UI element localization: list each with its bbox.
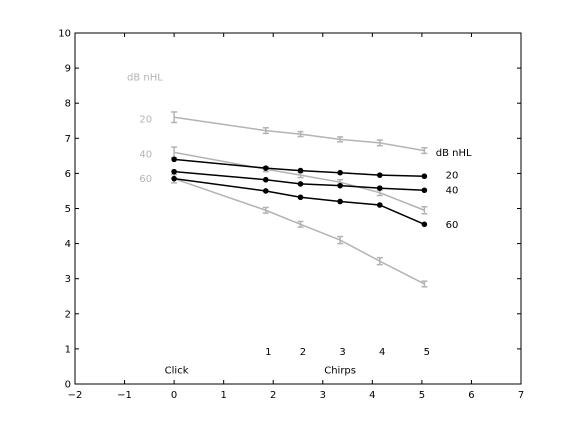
data-point [421,221,428,228]
data-point [376,172,383,178]
series-line [174,177,425,225]
y-tick-label: 1 [65,344,71,355]
y-tick-label: 0 [65,380,71,391]
x-tick-label: 2 [270,390,276,401]
data-point [171,175,177,182]
series-gray-20 [171,111,428,155]
y-tick-label: 2 [65,309,71,320]
data-point [262,165,269,171]
x-tick-label: −2 [68,390,83,401]
annotation-label: 1 [265,347,271,358]
y-tick-label: 8 [65,99,71,110]
annotation-label: 3 [339,347,345,358]
annotation-label: 40 [139,150,152,161]
annotation-label: 60 [139,174,152,185]
series-line [174,170,425,191]
y-tick-label: 9 [65,64,71,75]
annotation-label: dB nHL [436,148,472,159]
x-tick-label: 0 [171,390,177,401]
x-tick-label: 7 [518,390,524,401]
annotation-label: 20 [139,114,152,125]
series-layer [171,111,428,288]
axes: −2 −1 0 1 2 3 4 5 6 7 0 1 2 3 4 5 6 7 8 9 10 [58,29,524,402]
x-tick-label: −1 [117,390,132,401]
data-point [171,156,177,163]
x-tick-label: 5 [419,390,425,401]
y-tick-label: 6 [65,169,71,180]
data-point [421,173,428,180]
data-point [171,168,177,175]
data-point [262,188,269,194]
annotation-label: dB nHL [127,72,163,83]
y-tick-label: 5 [65,204,71,215]
data-point [421,187,428,194]
data-point [297,167,304,174]
data-point [262,176,269,183]
annotation-label: 2 [300,347,306,358]
data-point [337,198,343,205]
x-tick-label: 4 [369,390,375,401]
annotation-label: Click [165,365,189,376]
data-point [297,181,304,187]
annotation-label: 4 [379,347,385,358]
annotation-label: 40 [446,186,459,197]
data-point [337,182,343,189]
x-tick-label: 6 [468,390,474,401]
data-point [337,169,343,176]
plot-area [74,32,522,385]
series-gray-60 [171,173,428,288]
data-point [297,194,304,201]
x-tick-label: 3 [320,390,326,401]
y-tick-label: 10 [58,29,71,40]
annotation-label: 5 [424,347,430,358]
annotation-label: 20 [446,171,459,182]
y-tick-label: 3 [65,274,71,285]
series-black-40 [171,168,428,194]
series-black-60 [171,175,428,228]
annotation-label: 60 [446,220,459,231]
series-line [173,177,425,285]
y-tick-label: 7 [65,134,71,145]
data-point [376,185,383,191]
series-line [174,158,425,177]
annotations: dB nHL 20 40 60 dB nHL 20 40 60 Click Chirps 1 2 3 4 5 [127,72,472,376]
data-point [376,202,383,208]
series-black-20 [171,156,428,180]
annotation-label: Chirps [324,365,356,376]
y-tick-label: 4 [65,239,71,250]
series-line [174,116,425,152]
x-tick-label: 1 [220,390,226,401]
